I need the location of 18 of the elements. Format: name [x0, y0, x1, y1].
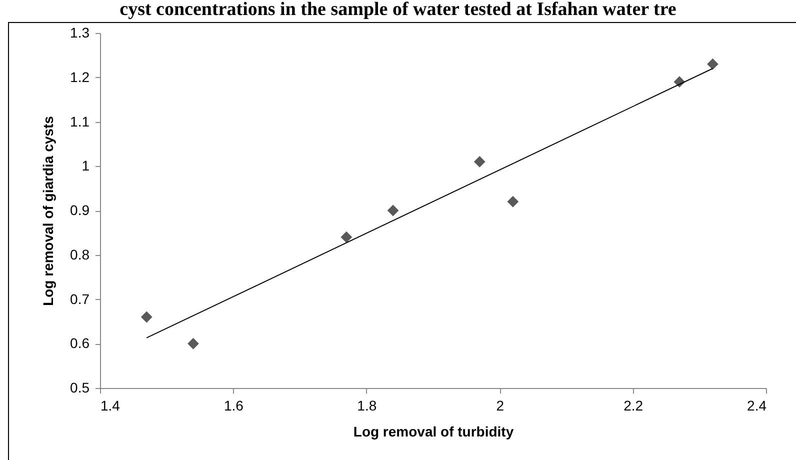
y-axis-title: Log removal of giardia cysts: [40, 116, 56, 306]
x-tick-label: 2.2: [624, 398, 644, 414]
y-tick-label: 0.8: [70, 246, 90, 262]
y-tick-label: 1: [82, 158, 90, 174]
x-axis-title: Log removal of turbidity: [353, 424, 514, 440]
y-tick-label: 1.2: [70, 68, 90, 85]
y-tick-label: 1.3: [70, 24, 90, 40]
x-tick-label: 2.4: [747, 398, 767, 414]
x-tick-label: 1.8: [357, 398, 377, 414]
x-tick-label: 2: [496, 398, 504, 414]
x-tick-label: 1.6: [224, 398, 244, 414]
y-tick-label: 0.7: [70, 290, 90, 307]
y-tick-label: 0.5: [70, 380, 90, 396]
y-tick-label: 0.9: [70, 202, 90, 218]
y-tick-label: 0.6: [70, 335, 90, 352]
x-tick-label: 1.4: [100, 398, 120, 414]
y-tick-label: 1.1: [70, 113, 90, 130]
chart-title: cyst concentrations in the sample of water tested at Isfahan water tre: [118, 0, 678, 21]
